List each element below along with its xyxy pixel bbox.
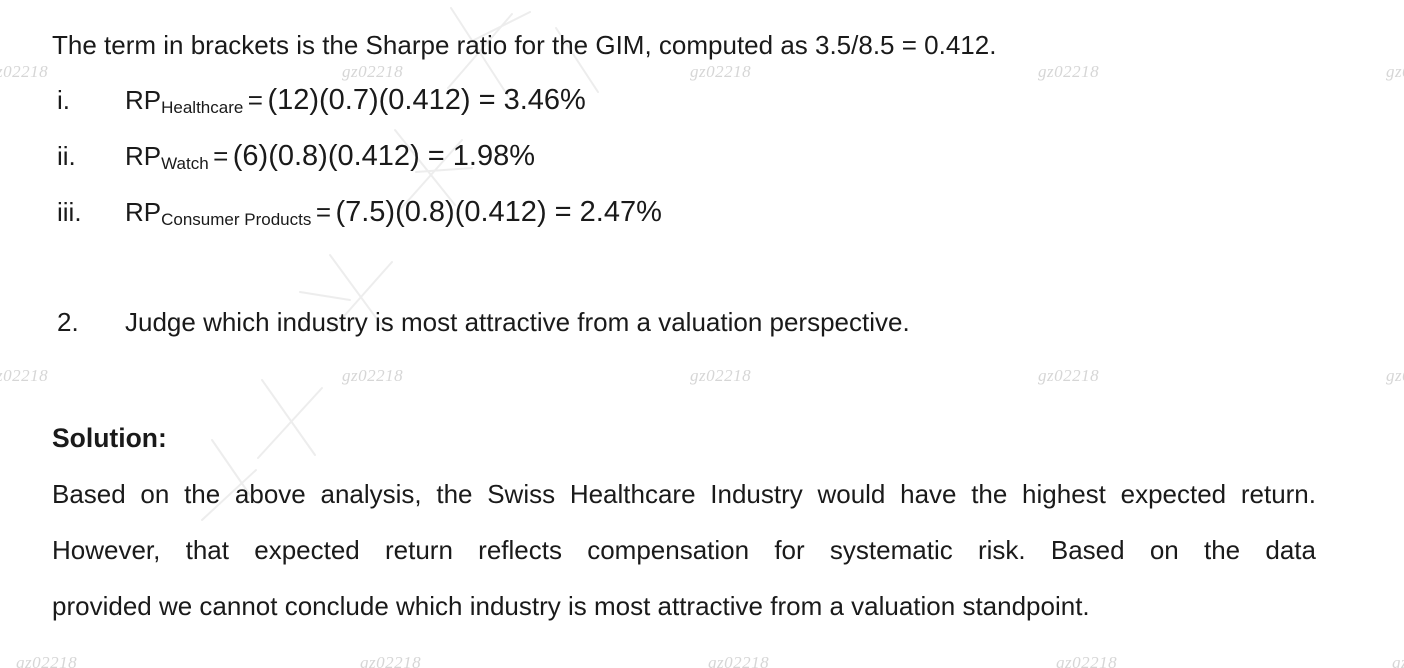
solution-heading: Solution: [52,423,167,453]
rp-subscript: Consumer Products [161,210,312,229]
watermark-text: gz02218 [0,366,49,385]
watermark-text: gz02218 [342,366,404,385]
rp-label: RP [125,197,162,227]
equals-sign: = [247,85,263,115]
solution-paragraph: Based on the above analysis, the Swiss H… [52,466,1316,634]
watermark-text: gz02218 [1386,366,1404,385]
watermark-text: gz02218 [360,653,422,668]
rp-label: RP [125,141,162,171]
solution-paragraph-line-3: provided we cannot conclude which indust… [52,591,1090,621]
rp-formula: (7.5)(0.8)(0.412) = 2.47% [335,196,662,228]
watermark-text: gz02218 [1056,653,1118,668]
roman-numeral: iii. [57,197,82,227]
watermark-text: gz02218 [1386,62,1404,81]
watermark-text: gz02218 [1038,62,1100,81]
watermark-text: gz02218 [342,62,404,81]
rp-label: RP [125,85,162,115]
equals-sign: = [213,141,229,171]
intro-sentence: The term in brackets is the Sharpe ratio… [52,30,997,60]
watermark-text: gz02218 [0,62,49,81]
risk-premium-item-healthcare: i. RPHealthcare = (12)(0.7)(0.412) = 3.46… [57,79,586,129]
question-text: Judge which industry is most attractive … [125,307,910,337]
rp-formula: (12)(0.7)(0.412) = 3.46% [267,84,586,116]
equals-sign: = [315,197,331,227]
roman-numeral: i. [57,85,70,115]
solution-paragraph-line-1: Based on the above analysis, the Swiss H… [52,479,1316,509]
rp-subscript: Healthcare [161,98,244,117]
watermark-text: gz02218 [690,62,752,81]
solution-paragraph-line-2: However, that expected return reflects c… [52,535,1316,565]
watermark-text: gz02218 [690,366,752,385]
watermark-text: gz02218 [1038,366,1100,385]
risk-premium-item-consumer-products: iii. RPConsumer Products = (7.5)(0.8)(0.4… [57,191,662,241]
watermark-text: gz02218 [708,653,770,668]
rp-formula: (6)(0.8)(0.412) = 1.98% [232,140,535,172]
watermark-text: gz02218 [1392,653,1404,668]
rp-subscript: Watch [161,154,209,173]
watermark-text: gz02218 [16,653,78,668]
risk-premium-item-watch: ii. RPWatch = (6)(0.8)(0.412) = 1.98% [57,135,535,185]
question-number: 2. [57,307,79,337]
question-2: 2. Judge which industry is most attractiv… [57,301,910,348]
roman-numeral: ii. [57,141,76,171]
